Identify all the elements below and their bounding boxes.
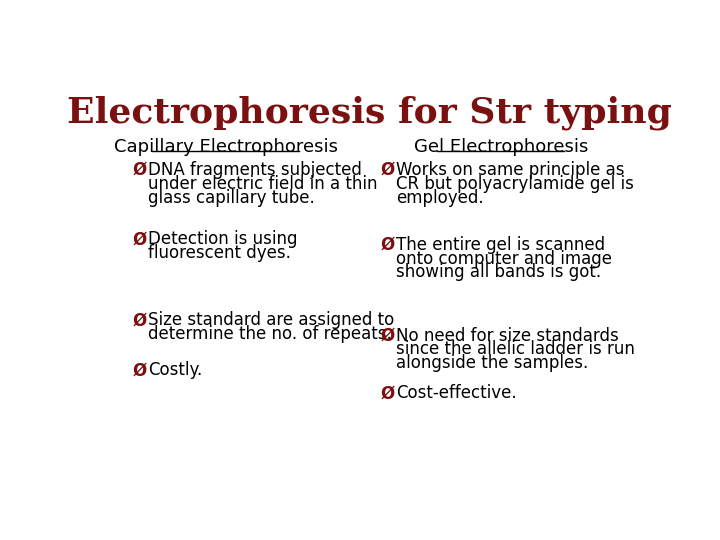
Text: determine the no. of repeats.: determine the no. of repeats.: [148, 325, 392, 343]
Text: under electric field in a thin: under electric field in a thin: [148, 175, 377, 193]
Text: Gel Electrophoresis: Gel Electrophoresis: [413, 138, 588, 156]
Text: No need for size standards: No need for size standards: [396, 327, 619, 345]
Text: Size standard are assigned to: Size standard are assigned to: [148, 311, 395, 329]
Text: Detection is using: Detection is using: [148, 231, 297, 248]
Text: showing all bands is got.: showing all bands is got.: [396, 264, 601, 281]
Text: Ø: Ø: [132, 311, 147, 329]
Text: Ø: Ø: [381, 161, 395, 179]
Text: Ø: Ø: [132, 161, 147, 179]
Text: Ø: Ø: [132, 231, 147, 248]
Text: fluorescent dyes.: fluorescent dyes.: [148, 244, 291, 262]
Text: Ø: Ø: [381, 384, 395, 402]
Text: Ø: Ø: [381, 327, 395, 345]
Text: glass capillary tube.: glass capillary tube.: [148, 189, 315, 207]
Text: alongside the samples.: alongside the samples.: [396, 354, 588, 372]
Text: Cost-effective.: Cost-effective.: [396, 384, 517, 402]
Text: since the allelic ladder is run: since the allelic ladder is run: [396, 340, 635, 359]
Text: employed.: employed.: [396, 189, 484, 207]
Text: Works on same principle as: Works on same principle as: [396, 161, 625, 179]
Text: Ø: Ø: [132, 361, 147, 379]
Text: The entire gel is scanned: The entire gel is scanned: [396, 236, 606, 254]
Text: CR but polyacrylamide gel is: CR but polyacrylamide gel is: [396, 175, 634, 193]
Text: Costly.: Costly.: [148, 361, 202, 379]
Text: Capillary Electrophoresis: Capillary Electrophoresis: [114, 138, 338, 156]
Text: Electrophoresis for Str typing: Electrophoresis for Str typing: [66, 96, 672, 130]
Text: onto computer and image: onto computer and image: [396, 249, 612, 268]
Text: DNA fragments subjected: DNA fragments subjected: [148, 161, 362, 179]
Text: Ø: Ø: [381, 236, 395, 254]
